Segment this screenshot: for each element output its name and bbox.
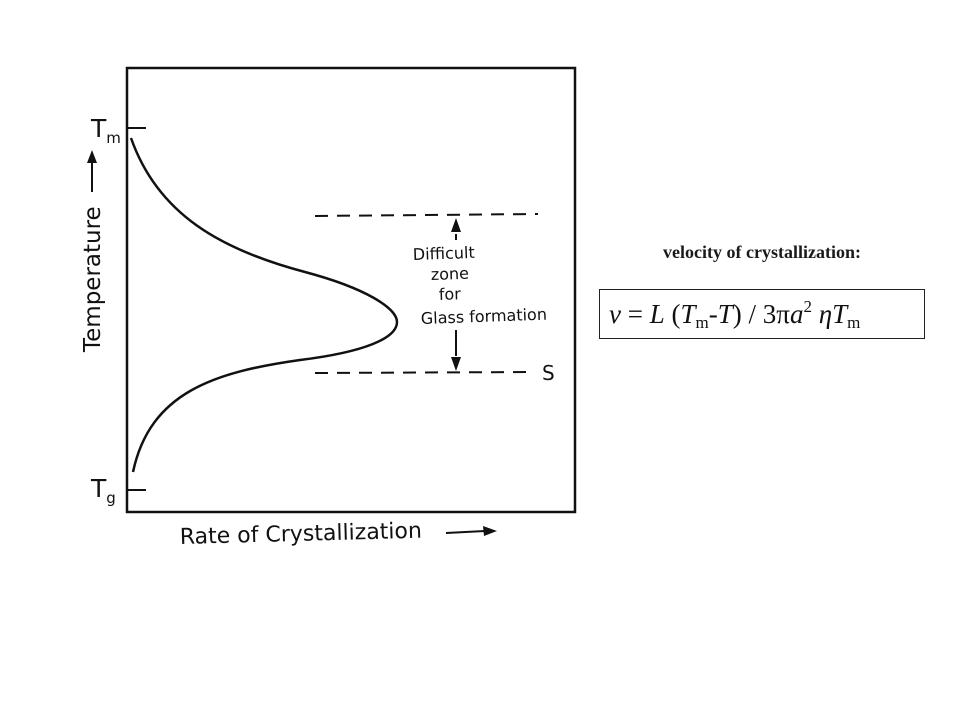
zone-down-arrow-head bbox=[451, 357, 461, 371]
plot-frame bbox=[125, 66, 577, 514]
tm-label: Tm bbox=[90, 114, 121, 147]
zone-label-line-4: Glass formation bbox=[420, 305, 547, 328]
x-axis-title: Rate of Crystallization bbox=[180, 519, 497, 550]
formula-T3: T bbox=[832, 299, 848, 329]
formula-T: T bbox=[680, 299, 696, 329]
y-axis-label: Temperature bbox=[80, 206, 106, 353]
formula-pi: π bbox=[776, 299, 790, 329]
formula-eq: = bbox=[620, 299, 650, 329]
formula-close-div: ) / 3 bbox=[732, 299, 777, 329]
formula-open: ( bbox=[664, 299, 681, 329]
x-axis-arrow-shaft bbox=[445, 530, 486, 534]
formula-v: v bbox=[609, 299, 621, 329]
zone-label: Difficult zone for Glass formation bbox=[412, 243, 547, 328]
lower-line-label: S bbox=[542, 361, 555, 385]
formula-T2: T bbox=[717, 299, 733, 329]
zone-up-arrow-head bbox=[451, 218, 461, 232]
velocity-formula: v = L (Tm-T) / 3πa2 ηTm bbox=[599, 289, 925, 339]
formula-a: a bbox=[789, 299, 804, 329]
zone-label-line-3: for bbox=[438, 284, 461, 304]
x-axis-label: Rate of Crystallization bbox=[180, 519, 423, 550]
formula-L: L bbox=[649, 299, 665, 329]
formula-sub-m: m bbox=[695, 313, 709, 332]
formula-minus: - bbox=[708, 299, 718, 329]
zone-label-line-2: zone bbox=[430, 264, 469, 284]
y-axis-title: Temperature bbox=[80, 150, 106, 353]
formula-sup-2: 2 bbox=[803, 297, 812, 316]
upper-dashed-line bbox=[314, 213, 539, 217]
zone-label-line-1: Difficult bbox=[412, 243, 475, 264]
lower-dashed-line bbox=[314, 371, 534, 374]
formula-sub-m2: m bbox=[847, 313, 861, 332]
velocity-caption: velocity of crystallization: bbox=[663, 242, 861, 262]
x-axis-arrow-head bbox=[483, 526, 497, 536]
formula-eta: η bbox=[811, 299, 833, 329]
tg-label: Tg bbox=[90, 474, 116, 507]
y-axis-arrow-head bbox=[87, 150, 97, 163]
crystallization-curve bbox=[129, 137, 399, 473]
